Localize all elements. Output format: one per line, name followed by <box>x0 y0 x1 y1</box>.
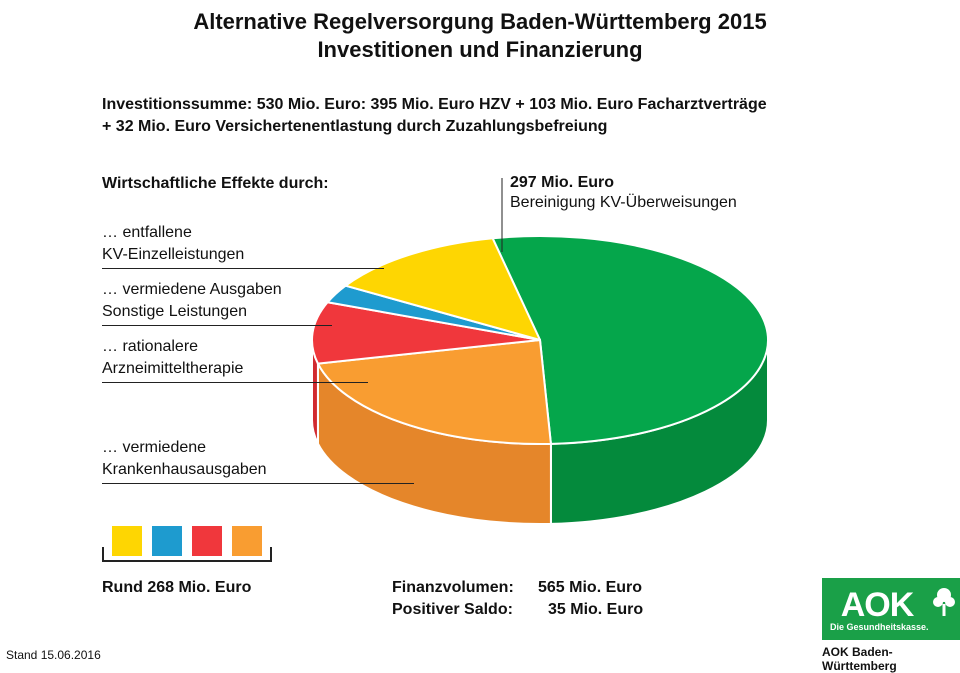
leader-einzel <box>102 268 384 269</box>
pie-slice <box>491 235 769 445</box>
label-arznei-line2: Arzneimitteltherapie <box>102 360 244 377</box>
label-kv-text: Bereinigung KV-Überweisungen <box>510 194 737 211</box>
saldo-label: Positiver Saldo: <box>392 601 513 618</box>
aok-logo-text: AOK <box>840 586 915 624</box>
leader-sonstige <box>102 325 332 326</box>
leader-arznei <box>102 382 368 383</box>
effects-heading: Wirtschaftliche Effekte durch: <box>102 175 329 192</box>
aok-tagline: Die Gesundheitskasse. <box>830 622 929 632</box>
swatch-bracket <box>102 547 272 562</box>
swatch-yellow <box>112 526 142 556</box>
swatch-orange <box>232 526 262 556</box>
chart-title-line2: Investitionen und Finanzierung <box>317 37 643 62</box>
saldo-value: 35 Mio. Euro <box>548 601 644 618</box>
label-sonstige-line2: Sonstige Leistungen <box>102 303 247 320</box>
finanz-label: Finanzvolumen: <box>392 579 514 596</box>
org-name: AOK Baden-Württemberg <box>822 645 897 673</box>
leader-kh <box>102 483 414 484</box>
swatch-red <box>192 526 222 556</box>
chart-title-line1: Alternative Regelversorgung Baden-Württe… <box>193 9 767 34</box>
pie-tops <box>311 235 769 445</box>
pie-slice <box>316 339 552 445</box>
label-einzel-line1: … entfallene <box>102 224 192 241</box>
pie-slice <box>311 301 541 365</box>
investment-line2: + 32 Mio. Euro Versichertenentlastung du… <box>102 118 608 135</box>
label-kv-value: 297 Mio. Euro <box>510 174 615 191</box>
stand-date: Stand 15.06.2016 <box>6 648 101 662</box>
investment-line1: Investitionssumme: 530 Mio. Euro: 395 Mi… <box>102 96 767 113</box>
aok-logo: AOK Die Gesundheitskasse. <box>822 578 960 640</box>
finanz-value: 565 Mio. Euro <box>538 579 643 596</box>
aok-tree-icon <box>933 588 955 616</box>
rund-total: Rund 268 Mio. Euro <box>102 579 252 596</box>
label-sonstige-line1: … vermiedene Ausgaben <box>102 281 282 298</box>
label-einzel-line2: KV-Einzelleistungen <box>102 246 245 263</box>
label-kh-line2: Krankenhausausgaben <box>102 461 267 478</box>
swatch-blue <box>152 526 182 556</box>
pie-slice <box>344 237 541 341</box>
label-arznei-line1: … rationalere <box>102 338 199 355</box>
label-kh-line1: … vermiedene <box>102 439 207 456</box>
